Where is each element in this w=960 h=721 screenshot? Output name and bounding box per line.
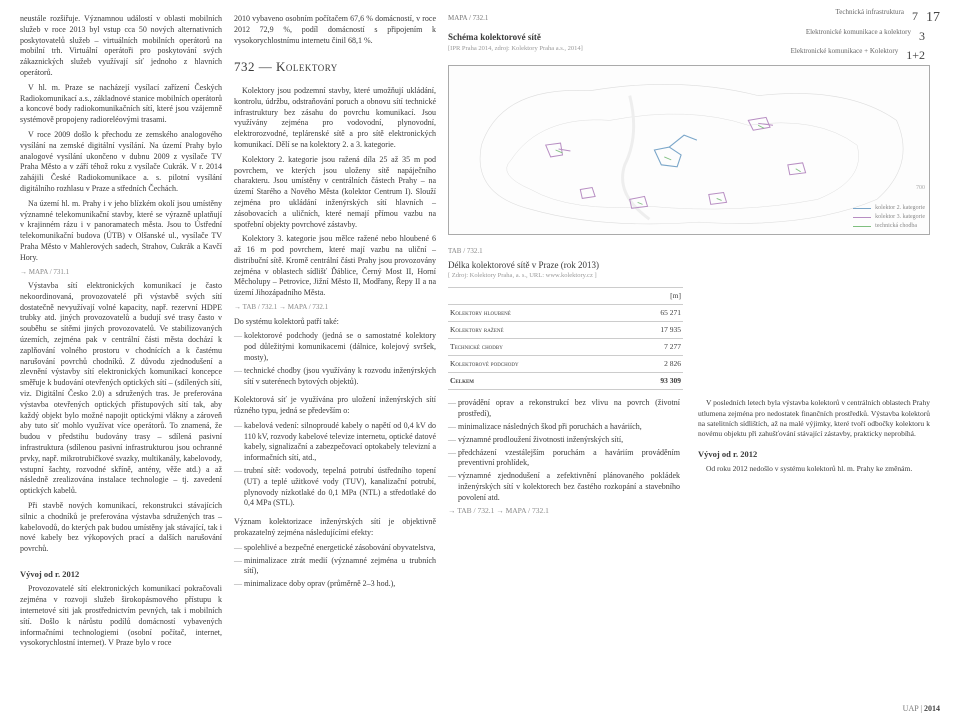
list-item: spolehlivé a bezpečné energetické zásobo… (244, 543, 436, 554)
list-item: předcházení vzestálejším poruchám a havá… (458, 448, 680, 470)
section-heading-kolektory: 732 — Kolektory (234, 58, 436, 76)
list: kabelová vedení: silnoproudé kabely o na… (234, 421, 436, 511)
table-block: TAB / 732.1 Délka kolektorové sítě v Pra… (448, 241, 683, 390)
list: provádění oprav a rekonstrukcí bez vlivu… (448, 398, 680, 503)
body-text: 2010 vybaveno osobním počítačem 67,6 % d… (234, 14, 436, 46)
table-title: Délka kolektorové sítě v Praze (rok 2013… (448, 259, 683, 271)
legend-swatch (853, 226, 871, 227)
body-text: V posledních letech byla výstavba kolekt… (698, 398, 930, 439)
table-unit: [m] (623, 287, 683, 304)
body-text: V hl. m. Praze se nacházejí vysílací zař… (20, 83, 222, 126)
body-text: Na území hl. m. Prahy i v jeho blízkém o… (20, 199, 222, 264)
list-item: minimalizace ztrát medií (významné zejmé… (244, 556, 436, 578)
table-row-value: 65 271 (623, 304, 683, 321)
list-item: významné prodloužení životnosti inženýrs… (458, 435, 680, 446)
table-kolektory-delka: [m] Kolektory hloubené65 271Kolektory ra… (448, 287, 683, 391)
map-scale: 700 (916, 184, 925, 192)
list-item: minimalizace následných škod při poruchá… (458, 422, 680, 433)
subheading-vyvoj: Vývoj od r. 2012 (698, 449, 930, 460)
body-text: Kolektory 3. kategorie jsou mělce ražené… (234, 234, 436, 299)
body-text: Výstavba sítí elektronických komunikací … (20, 281, 222, 497)
table-row-label: Kolektorové podchody (448, 356, 623, 373)
body-text: Kolektorová síť je využívána pro uložení… (234, 395, 436, 417)
subheading-vyvoj: Vývoj od r. 2012 (20, 569, 222, 580)
list-item: trubní sítě: vodovody, tepelná potrubí ú… (244, 466, 436, 509)
list: spolehlivé a bezpečné energetické zásobo… (234, 543, 436, 592)
page: neustále rozšiřuje. Významnou událostí v… (0, 0, 960, 721)
column-1: neustále rozšiřuje. Významnou událostí v… (20, 14, 222, 711)
body-text: Do systému kolektorů patří také: (234, 317, 436, 328)
bottom-left-col: provádění oprav a rekonstrukcí bez vlivu… (448, 398, 680, 519)
list-item: kabelová vedení: silnoproudé kabely o na… (244, 421, 436, 464)
table-caption: TAB / 732.1 (448, 247, 683, 256)
table-row-label: Kolektory hloubené (448, 304, 623, 321)
crossref: → MAPA / 731.1 (20, 268, 222, 277)
table-total-value: 93 309 (623, 373, 683, 390)
list-item: provádění oprav a rekonstrukcí bez vlivu… (458, 398, 680, 420)
bottom-columns: provádění oprav a rekonstrukcí bez vlivu… (448, 398, 930, 519)
list-item: minimalizace doby oprav (průměrně 2–3 ho… (244, 579, 436, 590)
header-breadcrumb: Technická infrastruktura717 Elektronické… (791, 8, 940, 67)
body-text: neustále rozšiřuje. Významnou událostí v… (20, 14, 222, 79)
body-text: V roce 2009 došlo k přechodu ze zemského… (20, 130, 222, 195)
body-text: Kolektory 2. kategorie jsou ražená díla … (234, 155, 436, 231)
list-item: významné zjednodušení a zefektivnění plá… (458, 471, 680, 503)
body-text: Kolektory jsou podzemní stavby, které um… (234, 86, 436, 151)
table-total-label: Celkem (448, 373, 623, 390)
body-text: Při stavbě nových komunikací, rekonstruk… (20, 501, 222, 555)
list-item: kolektorové podchody (jedná se o samosta… (244, 331, 436, 363)
table-row-label: Kolektory ražené (448, 321, 623, 338)
table-row-label: Technické chodby (448, 339, 623, 356)
legend-swatch (853, 217, 871, 218)
legend-swatch (853, 208, 871, 209)
bottom-right-col: V posledních letech byla výstavba kolekt… (698, 398, 930, 519)
map-schema-kolektoru: 700 kolektor 2. kategorie kolektor 3. ka… (448, 65, 930, 235)
list-item: technické chodby (jsou využívány k rozvo… (244, 366, 436, 388)
table-row-value: 7 277 (623, 339, 683, 356)
crossref: → TAB / 732.1 → MAPA / 732.1 (234, 303, 436, 312)
table-row-value: 17 935 (623, 321, 683, 338)
table-source: [ Zdroj: Kolektory Praha, a. s., URL: ww… (448, 272, 683, 281)
crossref: → TAB / 732.1 → MAPA / 732.1 (448, 506, 680, 516)
page-footer: UAP | 2014 (903, 704, 940, 715)
body-text: Provozovatelé sítí elektronických komuni… (20, 584, 222, 649)
list: kolektorové podchody (jedná se o samosta… (234, 331, 436, 389)
map-legend: kolektor 2. kategorie kolektor 3. katego… (853, 203, 925, 230)
table-row-value: 2 826 (623, 356, 683, 373)
right-region: MAPA / 732.1 Schéma kolektorové sítě [IP… (448, 14, 930, 711)
body-text: Od roku 2012 nedošlo v systému kolektorů… (698, 464, 930, 474)
column-2: 2010 vybaveno osobním počítačem 67,6 % d… (234, 14, 436, 711)
body-text: Význam kolektorizace inženýrských sítí j… (234, 517, 436, 539)
